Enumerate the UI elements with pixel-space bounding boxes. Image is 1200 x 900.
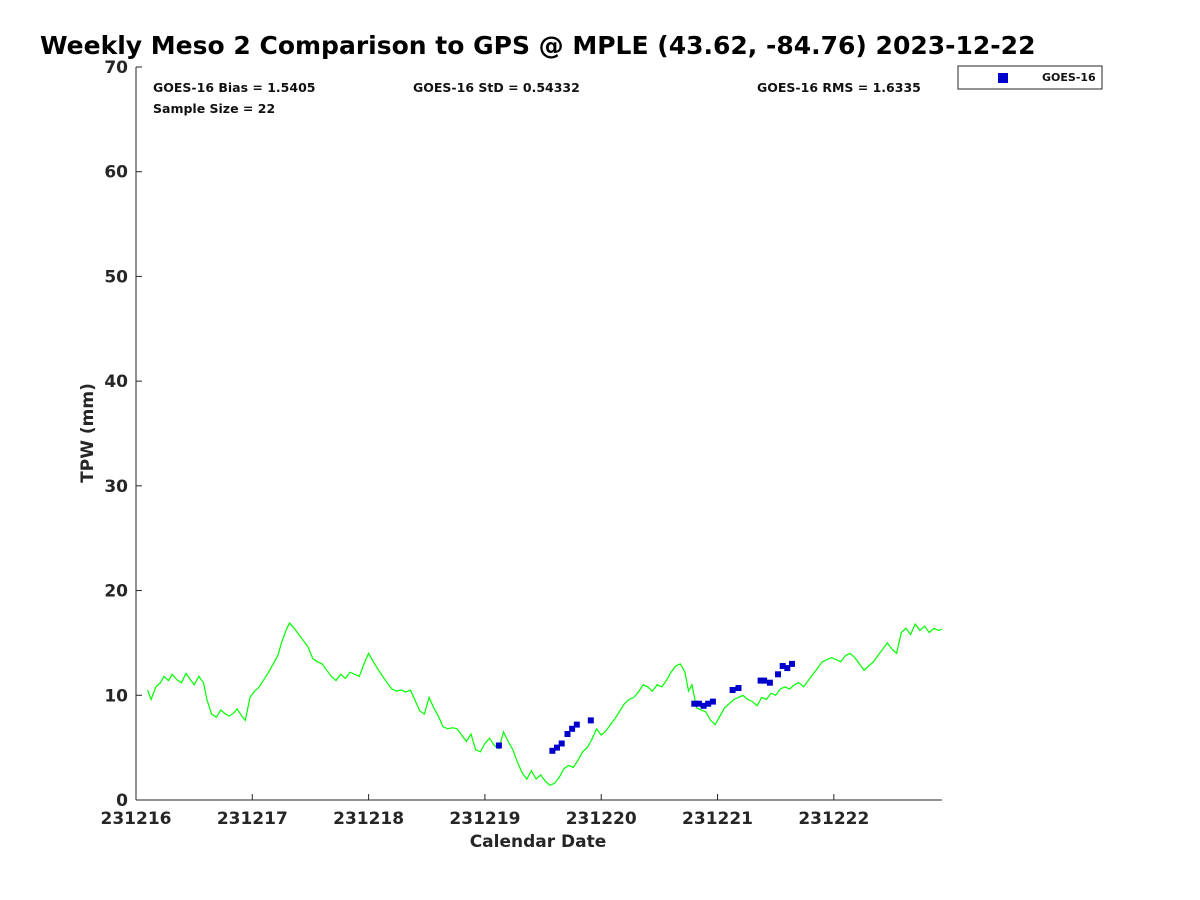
goes16-point [779, 663, 786, 669]
goes16-point [705, 700, 712, 707]
goes16-point [695, 700, 702, 707]
x-tick-label: 231216 [101, 809, 172, 829]
goes16-point [761, 677, 768, 684]
y-tick-label: 0 [116, 791, 128, 811]
x-tick-label: 231219 [449, 809, 520, 829]
goes16-point [573, 721, 580, 728]
legend-marker-goes16 [998, 73, 1008, 83]
gps-line [147, 621, 943, 787]
goes16-point [691, 700, 698, 707]
goes16-point [757, 677, 764, 684]
goes16-point [554, 744, 560, 751]
y-axis-label: TPW (mm) [78, 383, 98, 483]
sample-size-annotation: Sample Size = 22 [153, 101, 275, 116]
goes16-point [766, 679, 773, 686]
y-tick-label: 10 [104, 686, 128, 706]
goes16-point [784, 665, 791, 672]
goes16-point [709, 698, 716, 705]
gps-series [147, 621, 943, 787]
legend: GOES-16 [957, 65, 1103, 90]
y-ticks: 0 10 20 30 40 50 60 70 [104, 58, 142, 811]
std-annotation: GOES-16 StD = 0.54332 [413, 80, 580, 95]
rms-annotation: GOES-16 RMS = 1.6335 [757, 80, 921, 95]
goes16-point [729, 687, 736, 693]
y-tick-label: 40 [104, 372, 128, 392]
x-axis-label: Calendar Date [470, 832, 607, 852]
goes16-point [789, 660, 795, 667]
goes16-point [587, 717, 594, 724]
y-tick-label: 30 [104, 477, 128, 497]
legend-box [957, 65, 1103, 90]
y-tick-label: 20 [104, 582, 128, 602]
y-tick-label: 60 [104, 163, 128, 183]
x-tick-label: 231218 [333, 809, 404, 829]
goes16-point [700, 702, 707, 709]
goes16-point [558, 740, 565, 747]
goes16-point [495, 742, 502, 749]
x-tick-label: 231222 [798, 809, 869, 829]
x-tick-label: 231221 [682, 809, 753, 829]
goes16-point [549, 747, 556, 754]
goes16-series [495, 660, 795, 754]
goes16-point [775, 671, 781, 678]
x-ticks: 231216 231217 231218 231219 231220 231221 2312… [101, 794, 869, 829]
y-tick-label: 50 [104, 267, 128, 287]
y-tick-label: 70 [104, 58, 128, 78]
goes16-point [569, 725, 576, 732]
goes16-point [564, 731, 571, 737]
goes16-point [735, 685, 742, 691]
chart-title: Weekly Meso 2 Comparison to GPS @ MPLE (… [40, 31, 1035, 60]
legend-label-goes16: GOES-16 [1042, 71, 1096, 84]
bias-annotation: GOES-16 Bias = 1.5405 [153, 80, 315, 95]
x-tick-label: 231217 [217, 809, 288, 829]
x-tick-label: 231220 [566, 809, 637, 829]
